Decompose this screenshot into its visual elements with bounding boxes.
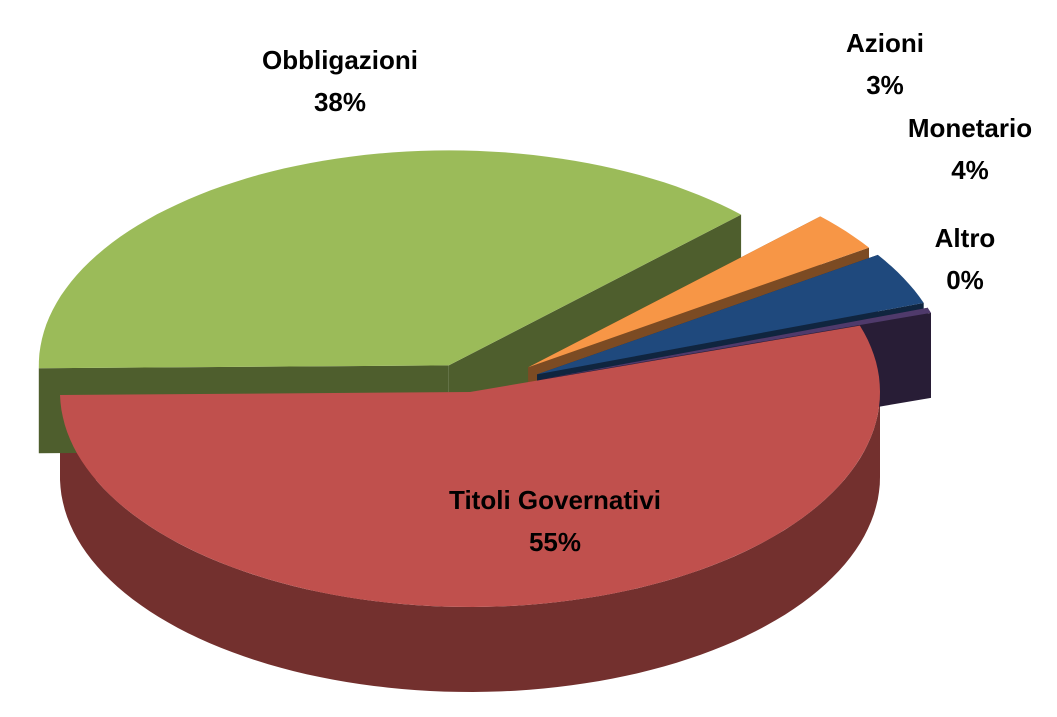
value-label: 55%: [529, 527, 581, 557]
slice: [528, 216, 869, 368]
slice: [38, 150, 742, 369]
labels: Titoli Governativi 55% Obbligazioni 38% Azio…: [262, 28, 1032, 557]
category-label: Obbligazioni: [262, 45, 418, 75]
slice-side: [60, 392, 880, 692]
value-label: 4%: [951, 155, 989, 185]
category-label: Titoli Governativi: [449, 485, 661, 515]
value-label: 0%: [946, 265, 984, 295]
pie-tops: [38, 150, 931, 607]
value-label: 38%: [314, 87, 366, 117]
slice: [537, 254, 924, 375]
value-label: 3%: [866, 70, 904, 100]
category-label: Altro: [935, 223, 996, 253]
category-label: Azioni: [846, 28, 924, 58]
category-label: Monetario: [908, 113, 1032, 143]
slice: [60, 325, 880, 607]
slice: [541, 307, 931, 380]
